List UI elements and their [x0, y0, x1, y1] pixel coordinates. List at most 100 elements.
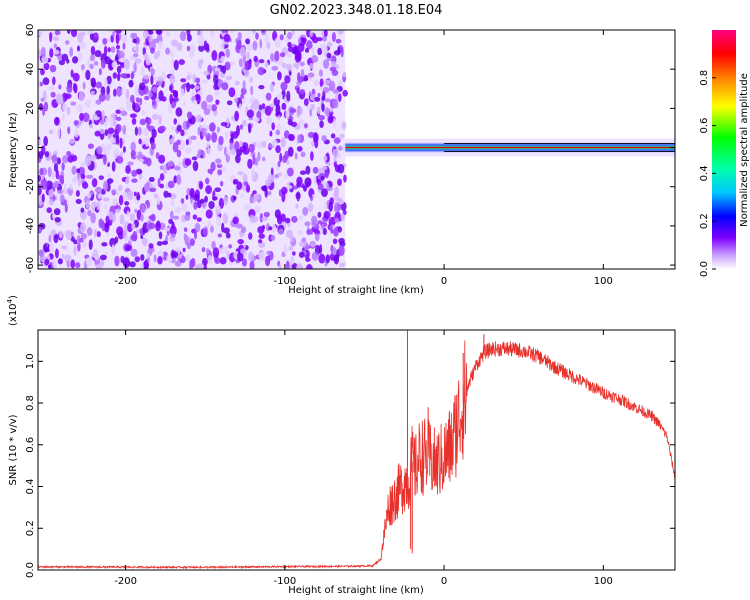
noise-speckle — [322, 227, 327, 235]
noise-speckle — [264, 105, 272, 116]
noise-speckle — [194, 222, 201, 233]
noise-speckle — [95, 186, 102, 194]
noise-speckle — [274, 37, 281, 48]
noise-speckle — [38, 139, 42, 145]
noise-speckle — [238, 103, 242, 111]
noise-speckle — [297, 230, 304, 236]
noise-speckle — [280, 213, 286, 222]
snr-y-tick-label: 0.2 — [25, 520, 36, 536]
noise-speckle — [96, 231, 101, 238]
noise-speckle — [87, 58, 91, 68]
noise-speckle — [317, 92, 321, 98]
noise-speckle — [284, 173, 288, 179]
noise-speckle — [258, 241, 266, 249]
noise-speckle — [190, 197, 193, 204]
noise-speckle — [270, 234, 276, 241]
noise-speckle — [114, 255, 120, 267]
noise-speckle — [283, 243, 288, 255]
noise-speckle — [114, 236, 119, 244]
noise-speckle — [39, 81, 43, 87]
noise-speckle — [327, 161, 331, 167]
noise-speckle — [285, 63, 293, 70]
snr-x-tick-label: 100 — [594, 576, 613, 587]
noise-speckle — [309, 62, 314, 70]
noise-speckle — [75, 198, 82, 205]
snr-line-layer — [38, 330, 675, 570]
noise-speckle — [54, 217, 61, 223]
noise-speckle — [296, 176, 303, 186]
noise-speckle — [198, 181, 203, 190]
noise-speckle — [53, 116, 60, 126]
noise-speckle — [121, 87, 125, 95]
noise-speckle — [199, 198, 205, 204]
noise-speckle — [121, 33, 128, 44]
noise-speckle — [311, 194, 316, 199]
noise-speckle — [300, 151, 306, 158]
noise-speckle — [223, 227, 230, 234]
colorbar-tick-label: 0.6 — [699, 118, 710, 134]
noise-speckle — [208, 200, 215, 210]
noise-speckle — [264, 34, 269, 45]
noise-speckle — [236, 149, 243, 156]
noise-speckle — [49, 48, 54, 58]
noise-speckle — [304, 221, 311, 227]
noise-speckle — [289, 108, 297, 114]
noise-speckle — [287, 46, 295, 52]
noise-speckle — [233, 178, 239, 185]
noise-speckle — [269, 130, 273, 137]
noise-speckle — [225, 75, 233, 80]
noise-speckle — [209, 168, 213, 175]
noise-speckle — [198, 44, 205, 52]
noise-speckle — [298, 215, 303, 221]
noise-speckle — [120, 60, 125, 69]
noise-speckle — [288, 133, 295, 142]
noise-speckle — [342, 71, 347, 78]
noise-speckle — [331, 247, 337, 256]
noise-speckle — [291, 251, 296, 256]
noise-speckle — [299, 37, 307, 43]
noise-speckle — [126, 175, 130, 184]
noise-speckle — [333, 50, 341, 56]
noise-speckle — [111, 244, 116, 256]
noise-speckle — [163, 190, 169, 198]
noise-speckle — [286, 167, 294, 177]
noise-speckle — [246, 51, 250, 60]
noise-speckle — [90, 190, 94, 196]
noise-speckle — [299, 61, 305, 67]
noise-speckle — [168, 103, 172, 114]
noise-speckle — [183, 227, 188, 233]
noise-speckle — [131, 117, 137, 125]
noise-speckle — [234, 141, 240, 152]
noise-speckle — [242, 146, 250, 155]
noise-speckle — [67, 126, 71, 135]
noise-speckle — [79, 237, 84, 243]
noise-speckle — [311, 55, 319, 63]
noise-speckle — [186, 34, 192, 42]
noise-speckle — [150, 142, 156, 150]
noise-speckle — [76, 104, 84, 113]
noise-speckle — [66, 106, 71, 115]
snr-y-tick-label: 1.0 — [25, 353, 36, 369]
noise-speckle — [318, 244, 323, 254]
noise-speckle — [298, 118, 304, 125]
noise-speckle — [109, 117, 115, 128]
noise-speckle — [171, 251, 179, 258]
noise-speckle — [226, 100, 233, 106]
noise-speckle — [62, 112, 65, 122]
noise-speckle — [134, 36, 140, 45]
noise-speckle — [125, 164, 131, 174]
noise-speckle — [274, 50, 280, 62]
noise-speckle — [253, 55, 258, 63]
noise-speckle — [181, 202, 188, 212]
noise-speckle — [200, 100, 207, 110]
noise-speckle — [195, 85, 200, 90]
noise-speckle — [295, 191, 301, 200]
noise-speckle — [93, 61, 99, 66]
noise-speckle — [317, 183, 324, 191]
noise-speckle — [313, 174, 317, 185]
noise-speckle — [240, 193, 244, 198]
noise-speckle — [223, 146, 227, 157]
noise-speckle — [165, 31, 171, 37]
noise-speckle — [72, 72, 80, 82]
spectrogram-x-axis-label: Height of straight line (km) — [288, 285, 424, 296]
